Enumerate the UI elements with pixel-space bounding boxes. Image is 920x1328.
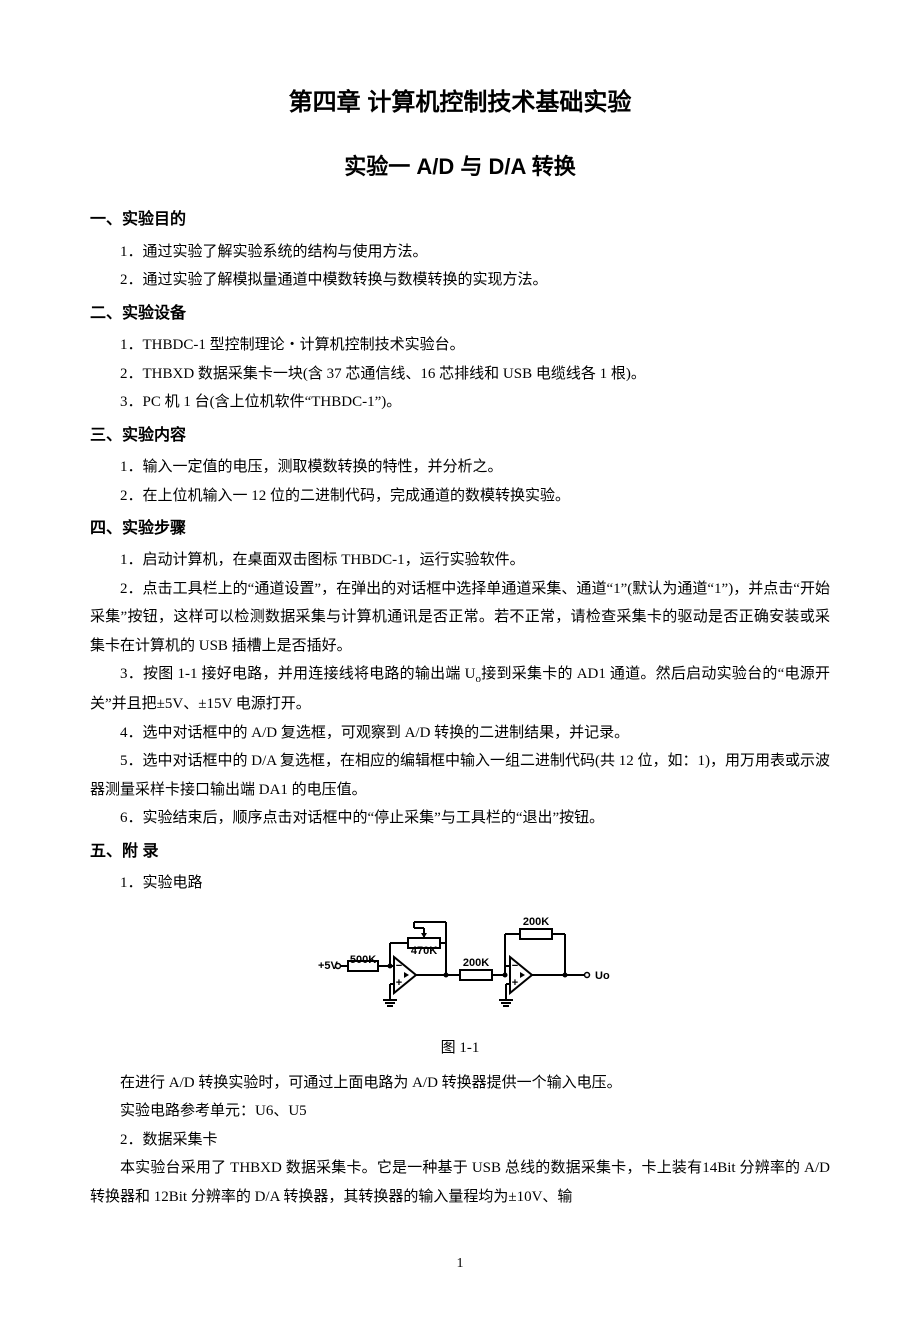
para-s4-3: 3．按图 1-1 接好电路，并用连接线将电路的输出端 Uo接到采集卡的 AD1 …	[90, 660, 830, 718]
para-s2-2: 2．THBXD 数据采集卡一块(含 37 芯通信线、16 芯排线和 USB 电缆…	[90, 360, 830, 389]
para-s4-6: 6．实验结束后，顺序点击对话框中的“停止采集”与工具栏的“退出”按钮。	[90, 804, 830, 833]
para-s5-3: 实验电路参考单元：U6、U5	[90, 1097, 830, 1126]
svg-text:−: −	[396, 960, 402, 972]
para-s5-5: 本实验台采用了 THBXD 数据采集卡。它是一种基于 USB 总线的数据采集卡，…	[90, 1154, 830, 1211]
svg-text:−: −	[512, 960, 518, 972]
experiment-title: 实验一 A/D 与 D/A 转换	[90, 146, 830, 188]
section-heading-5: 五、附 录	[90, 837, 830, 867]
svg-text:+: +	[512, 977, 518, 989]
figure-caption: 图 1-1	[90, 1034, 830, 1063]
para-s5-2: 在进行 A/D 转换实验时，可通过上面电路为 A/D 转换器提供一个输入电压。	[90, 1069, 830, 1098]
circuit-figure: +5V500K−+470K200K−+200KUo	[90, 910, 830, 1031]
section-heading-3: 三、实验内容	[90, 421, 830, 451]
svg-text:200K: 200K	[463, 957, 489, 969]
para-s1-2: 2．通过实验了解模拟量通道中模数转换与数模转换的实现方法。	[90, 266, 830, 295]
circuit-diagram: +5V500K−+470K200K−+200KUo	[310, 910, 610, 1020]
section-heading-1: 一、实验目的	[90, 205, 830, 235]
page-number: 1	[90, 1251, 830, 1278]
svg-text:200K: 200K	[523, 916, 549, 928]
svg-text:470K: 470K	[411, 945, 437, 957]
svg-text:Uo: Uo	[595, 970, 610, 982]
para-s4-4: 4．选中对话框中的 A/D 复选框，可观察到 A/D 转换的二进制结果，并记录。	[90, 719, 830, 748]
svg-text:500K: 500K	[350, 954, 376, 966]
para-s5-1: 1．实验电路	[90, 869, 830, 898]
para-s4-2: 2．点击工具栏上的“通道设置”，在弹出的对话框中选择单通道采集、通道“1”(默认…	[90, 575, 830, 661]
para-s4-5: 5．选中对话框中的 D/A 复选框，在相应的编辑框中输入一组二进制代码(共 12…	[90, 747, 830, 804]
para-s2-3: 3．PC 机 1 台(含上位机软件“THBDC-1”)。	[90, 388, 830, 417]
para-s4-1: 1．启动计算机，在桌面双击图标 THBDC-1，运行实验软件。	[90, 546, 830, 575]
para-s2-1: 1．THBDC-1 型控制理论・计算机控制技术实验台。	[90, 331, 830, 360]
para-s5-4: 2．数据采集卡	[90, 1126, 830, 1155]
para-s3-1: 1．输入一定值的电压，测取模数转换的特性，并分析之。	[90, 453, 830, 482]
para-s3-2: 2．在上位机输入一 12 位的二进制代码，完成通道的数模转换实验。	[90, 482, 830, 511]
para-s4-3a: 3．按图 1-1 接好电路，并用连接线将电路的输出端 U	[120, 666, 476, 682]
section-heading-4: 四、实验步骤	[90, 514, 830, 544]
svg-text:+: +	[396, 977, 402, 989]
para-s1-1: 1．通过实验了解实验系统的结构与使用方法。	[90, 238, 830, 267]
chapter-title: 第四章 计算机控制技术基础实验	[90, 80, 830, 126]
section-heading-2: 二、实验设备	[90, 299, 830, 329]
